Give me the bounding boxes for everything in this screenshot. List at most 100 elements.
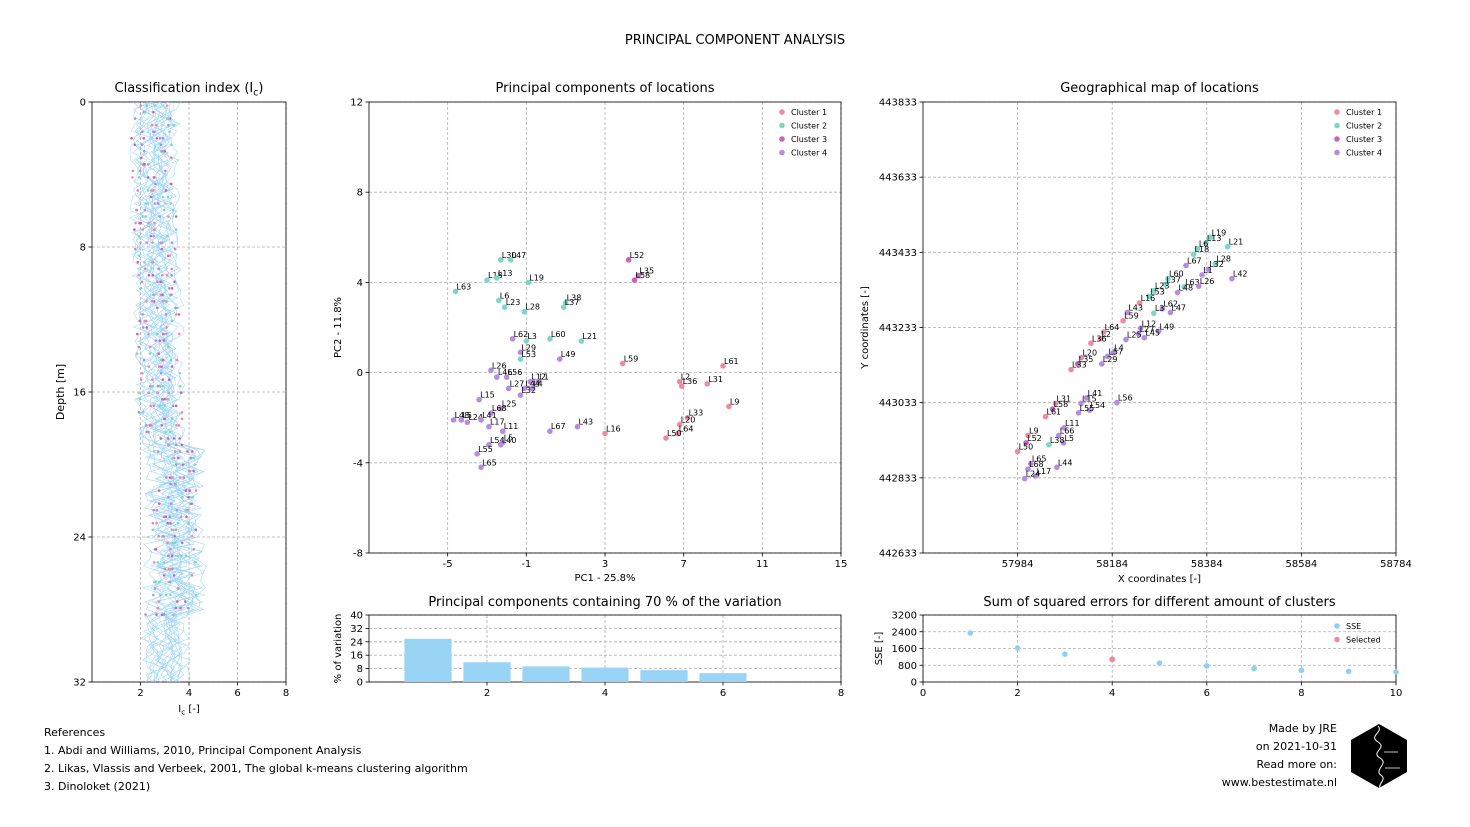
sse-ytick-label: 1600: [892, 644, 917, 655]
ic-cluster-marker: [152, 450, 156, 453]
geo-point: [1205, 266, 1212, 273]
ic-cluster-marker: [145, 104, 149, 107]
ic-cluster-marker: [188, 469, 191, 473]
geo-point-label: L21: [1229, 238, 1244, 247]
geo-point-label: L52: [1027, 434, 1042, 443]
credit-url[interactable]: www.bestestimate.nl: [1221, 776, 1337, 789]
geo-point-label: L61: [1047, 408, 1062, 417]
pca-ytick-label: -8: [353, 549, 363, 560]
ic-cluster-marker: [170, 156, 173, 160]
ic-cluster-marker: [167, 123, 170, 127]
ic-cluster-marker: [154, 182, 157, 186]
pca-point: [488, 410, 494, 416]
geo-ytick-label: 443833: [879, 98, 917, 109]
geo-point: [1078, 400, 1084, 407]
geo-point-label: L28: [1216, 255, 1231, 264]
geo-point: [1104, 353, 1111, 360]
pca-point-label: L19: [529, 273, 544, 282]
ic-cluster-marker: [174, 443, 178, 447]
geo-point-label: L20: [1082, 349, 1097, 358]
ic-cluster-marker: [159, 241, 162, 244]
sse-ytick-label: 2400: [892, 627, 917, 638]
ic-cluster-marker: [143, 163, 147, 166]
variance-ylabel: % of variation: [333, 614, 344, 684]
ic-cluster-marker: [150, 123, 154, 127]
ic-cluster-marker: [141, 313, 144, 316]
geo-point-label: L57: [1108, 347, 1123, 356]
ic-cluster-marker: [141, 130, 144, 134]
geo-point: [1097, 335, 1104, 342]
ic-ytick-label: 0: [80, 98, 86, 109]
geo-point-label: L16: [1141, 294, 1156, 303]
geo-point-label: L49: [1160, 322, 1175, 331]
pca-point: [535, 378, 541, 385]
ic-cluster-marker: [164, 169, 167, 173]
pca-point: [474, 450, 480, 457]
pca-ylabel: PC2 - 11.8%: [333, 297, 344, 358]
pca-point-label: L27: [510, 379, 525, 388]
variance-xtick-label: 6: [720, 688, 726, 699]
pca-point: [547, 428, 553, 435]
ic-cluster-marker: [190, 502, 193, 505]
geo-point: [1141, 334, 1148, 341]
ic-cluster-marker: [181, 463, 185, 466]
variance-chart-title: Principal components containing 70 % of …: [428, 595, 781, 610]
ic-cluster-marker: [170, 287, 174, 290]
sse-legend-marker: [1334, 623, 1340, 629]
ic-cluster-marker: [188, 489, 192, 492]
geo-point: [1212, 260, 1219, 267]
ic-cluster-marker: [145, 326, 149, 329]
geo-legend-label: Cluster 3: [1346, 135, 1382, 144]
ic-cluster-marker: [141, 215, 144, 218]
pca-point-label: L29: [521, 343, 536, 352]
geo-xlabel: X coordinates [-]: [1118, 574, 1201, 585]
ic-cluster-marker: [141, 228, 145, 231]
ic-cluster-marker: [194, 489, 198, 492]
ic-cluster-marker: [160, 613, 164, 616]
pca-point-label: L16: [606, 424, 621, 433]
ic-cluster-marker: [150, 189, 153, 192]
ic-cluster-marker: [173, 482, 177, 486]
pca-point: [484, 277, 490, 283]
geo-point: [1195, 283, 1202, 289]
ic-cluster-marker: [146, 202, 149, 205]
ic-cluster-marker: [139, 241, 142, 244]
ic-cluster-marker: [131, 176, 134, 179]
pca-point-label: L55: [478, 445, 493, 454]
geo-point-label: L65: [1032, 455, 1047, 464]
ic-cluster-marker: [174, 306, 177, 310]
ic-xlabel: Ic [-]: [178, 704, 200, 717]
ic-cluster-marker: [180, 417, 184, 421]
pca-point-label: L12: [531, 373, 546, 382]
ic-cluster-marker: [149, 234, 153, 238]
ic-cluster-marker: [161, 384, 165, 388]
ic-cluster-marker: [141, 411, 145, 414]
geo-point: [1137, 325, 1144, 332]
variance-bar: [640, 670, 688, 682]
ic-cluster-marker: [161, 241, 164, 244]
sse-point: [1298, 667, 1305, 674]
ic-cluster-marker: [155, 521, 158, 525]
geo-ytick-label: 443633: [879, 173, 917, 184]
ic-cluster-marker: [169, 358, 173, 362]
ic-cluster-marker: [137, 345, 140, 349]
geo-point-label: L29: [1103, 355, 1118, 364]
ic-cluster-marker: [179, 515, 183, 518]
geo-point-label: L44: [1058, 458, 1073, 467]
pca-point: [505, 385, 512, 392]
pca-point-label: L20: [681, 415, 696, 424]
pca-point-label: L58: [636, 271, 651, 280]
pca-point-label: L26: [492, 361, 507, 370]
ic-cluster-marker: [173, 450, 177, 453]
ic-gridlines: [92, 101, 287, 683]
geo-point-label: L5: [1064, 434, 1074, 443]
sse-point: [1062, 651, 1068, 657]
geo-point: [1124, 309, 1131, 316]
ic-cluster-marker: [167, 495, 170, 499]
ic-cluster-marker: [175, 463, 178, 466]
pca-point: [704, 381, 711, 387]
geo-point-label: L27: [1140, 325, 1155, 334]
geo-point: [1055, 432, 1062, 439]
geo-point-label: L63: [1185, 278, 1200, 287]
geo-point: [1151, 287, 1157, 294]
